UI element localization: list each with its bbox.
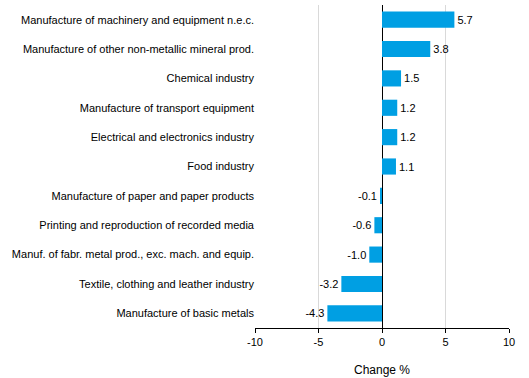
svg-text:Manufacture of machinery and e: Manufacture of machinery and equipment n… [21, 14, 254, 26]
svg-text:Printing and reproduction of r: Printing and reproduction of recorded me… [39, 219, 255, 231]
svg-text:1.2: 1.2 [400, 131, 415, 143]
svg-text:-3.2: -3.2 [319, 278, 338, 290]
svg-text:Manuf. of fabr. metal prod., e: Manuf. of fabr. metal prod., exc. mach. … [12, 248, 254, 260]
svg-text:-0.1: -0.1 [358, 190, 377, 202]
svg-text:10: 10 [503, 336, 515, 348]
svg-text:Manufacture of paper and paper: Manufacture of paper and paper products [52, 190, 255, 202]
svg-text:Electrical and electronics ind: Electrical and electronics industry [91, 131, 255, 143]
svg-text:Manufacture of other non-metal: Manufacture of other non-metallic minera… [23, 43, 254, 55]
svg-text:Manufacture of transport equip: Manufacture of transport equipment [80, 102, 254, 114]
svg-text:1.5: 1.5 [404, 72, 419, 84]
svg-text:Chemical industry: Chemical industry [167, 72, 255, 84]
svg-text:Change %: Change % [354, 363, 410, 377]
svg-text:-10: -10 [247, 336, 263, 348]
svg-text:1.1: 1.1 [399, 161, 414, 173]
svg-text:5.7: 5.7 [457, 14, 472, 26]
svg-text:3.8: 3.8 [433, 43, 448, 55]
svg-text:Food industry: Food industry [187, 160, 254, 172]
svg-text:1.2: 1.2 [400, 102, 415, 114]
svg-text:0: 0 [379, 336, 385, 348]
svg-text:-5: -5 [314, 336, 324, 348]
svg-text:-0.6: -0.6 [352, 219, 371, 231]
svg-text:5: 5 [442, 336, 448, 348]
svg-text:Textile, clothing and leather: Textile, clothing and leather industry [79, 278, 254, 290]
svg-text:Manufacture of basic metals: Manufacture of basic metals [116, 307, 254, 319]
svg-text:-1.0: -1.0 [347, 249, 366, 261]
svg-text:-4.3: -4.3 [305, 307, 324, 319]
